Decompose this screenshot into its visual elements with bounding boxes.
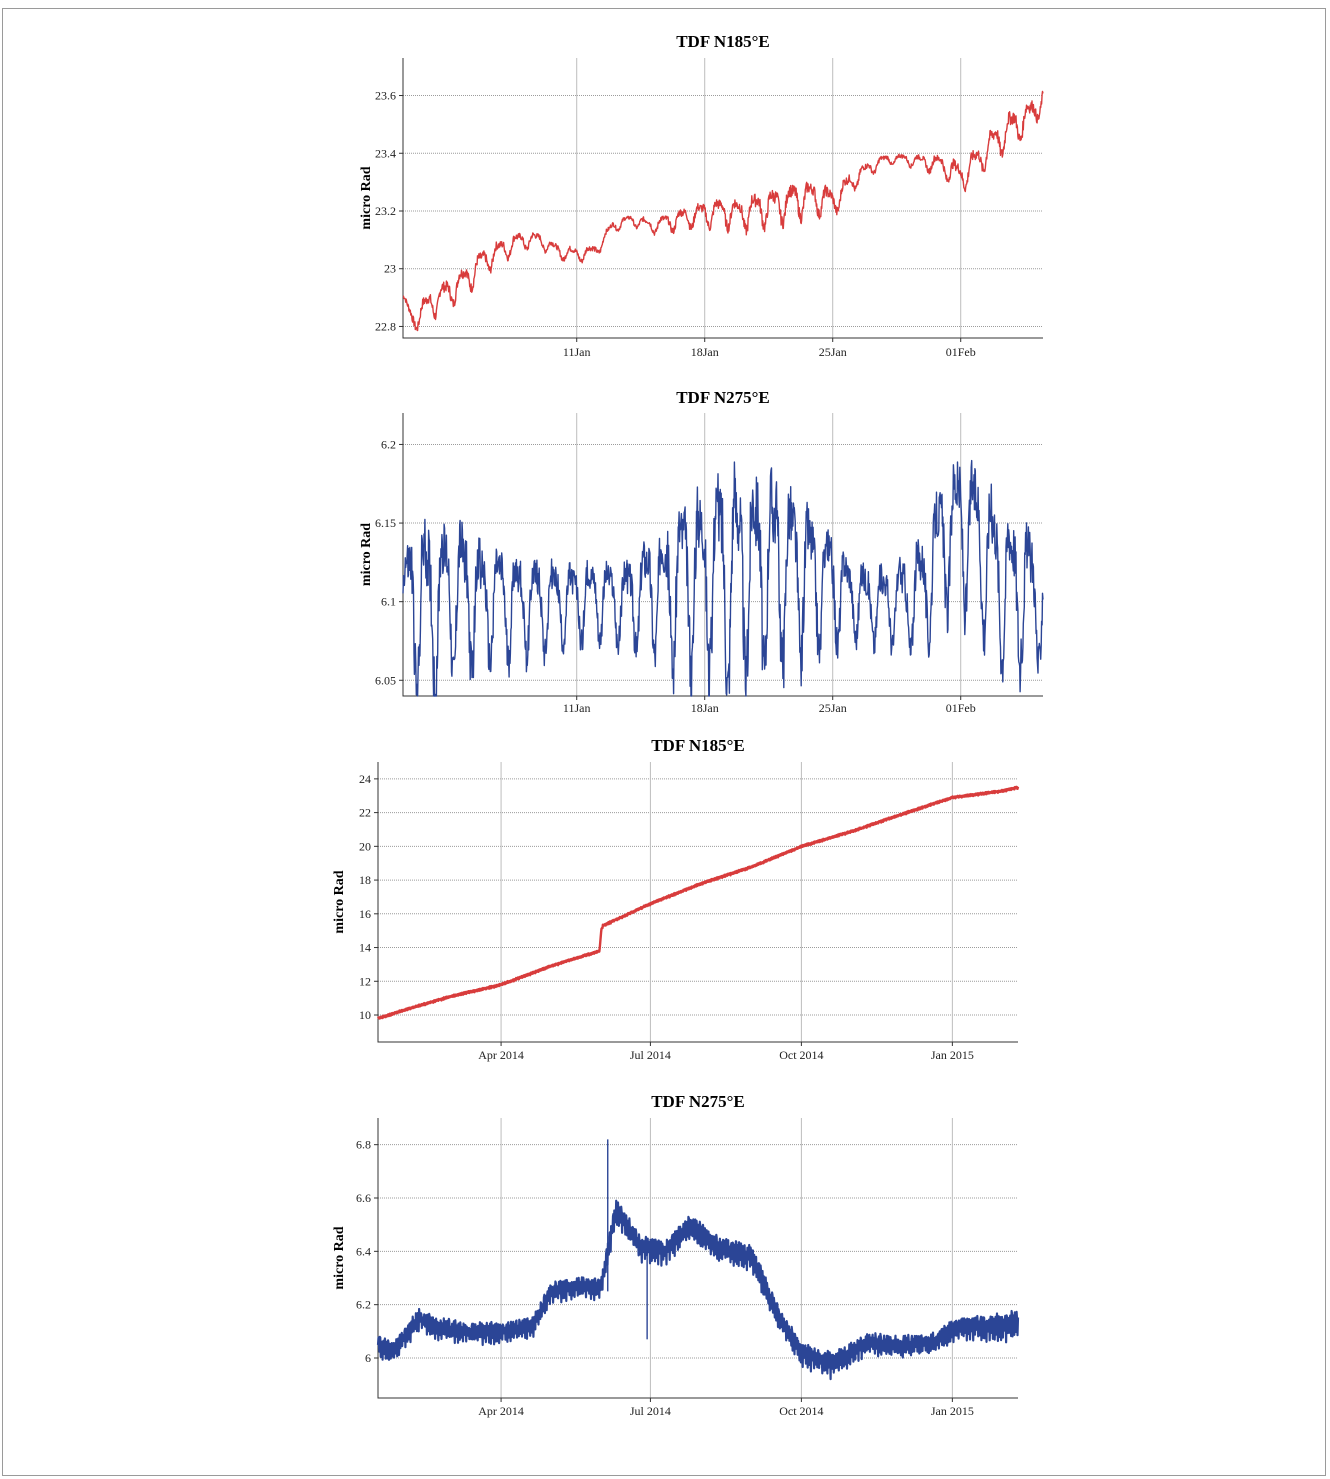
y-axis-label: micro Rad [332,870,347,933]
series-line [376,1199,1020,1381]
y-tick-label: 18 [359,873,371,887]
chart-title: TDF N185°E [676,32,770,51]
x-tick-label: Oct 2014 [779,1404,823,1418]
y-tick-label: 16 [359,907,371,921]
y-tick-label: 6.2 [381,437,396,451]
y-tick-label: 6.2 [356,1298,371,1312]
y-tick-label: 23 [384,262,396,276]
x-tick-label: 18Jan [691,701,719,715]
series-line [402,459,1044,697]
y-tick-label: 6.05 [375,673,396,687]
chart-title: TDF N275°E [676,388,770,407]
axes [377,1118,1018,1399]
chart-panel-2: TDF N275°E micro Rad 6.05 6.1 6.15 6.2 11Jan 18… [359,388,1044,715]
series-line [376,785,1020,1020]
y-tick-label: 6.8 [356,1138,371,1152]
y-axis-label: micro Rad [359,166,374,229]
chart-title: TDF N275°E [651,1092,745,1111]
x-tick-label: 18Jan [691,345,719,359]
y-tick-label: 6.1 [381,595,396,609]
y-tick-label: 6 [365,1351,371,1365]
y-tick-label: 6.4 [356,1244,371,1258]
y-axis-label: micro Rad [359,523,374,586]
x-tick-label: Oct 2014 [779,1048,823,1062]
chart-panel-1: TDF N185°E micro Rad 22.8 23 23.2 23.4 23.6 11J… [359,32,1044,359]
y-tick-label: 14 [359,941,371,955]
x-tick-label: 25Jan [819,701,847,715]
chart-panel-3: TDF N185°E micro Rad 10 12 14 16 18 20 22 24 Apr 2… [332,736,1020,1062]
x-tick-label: 01Feb [946,345,976,359]
x-tick-label: Jan 2015 [931,1048,974,1062]
x-tick-label: Jul 2014 [630,1048,671,1062]
axes [402,413,1043,697]
x-tick-label: 25Jan [819,345,847,359]
x-tick-label: 11Jan [563,345,591,359]
x-tick-label: 11Jan [563,701,591,715]
x-tick-label: Apr 2014 [478,1048,524,1062]
y-tick-label: 23.2 [375,204,396,218]
y-tick-label: 23.6 [375,89,396,103]
y-tick-label: 23.4 [375,146,396,160]
y-tick-label: 12 [359,974,371,988]
y-tick-label: 24 [359,772,371,786]
x-tick-label: 01Feb [946,701,976,715]
y-tick-label: 22.8 [375,319,396,333]
x-tick-label: Jul 2014 [630,1404,671,1418]
y-tick-label: 6.6 [356,1191,371,1205]
y-tick-label: 22 [359,806,371,820]
axes [402,58,1043,339]
y-tick-label: 6.15 [375,516,396,530]
y-axis-label: micro Rad [332,1226,347,1289]
x-tick-label: Apr 2014 [478,1404,524,1418]
y-tick-label: 10 [359,1008,371,1022]
axes [377,762,1018,1043]
x-tick-label: Jan 2015 [931,1404,974,1418]
chart-title: TDF N185°E [651,736,745,755]
y-tick-label: 20 [359,839,371,853]
chart-panel-4: TDF N275°E micro Rad 6 6.2 6.4 6.6 6.8 Apr 2014… [332,1092,1020,1418]
series-line [402,90,1044,332]
figure-frame [2,8,1326,1476]
